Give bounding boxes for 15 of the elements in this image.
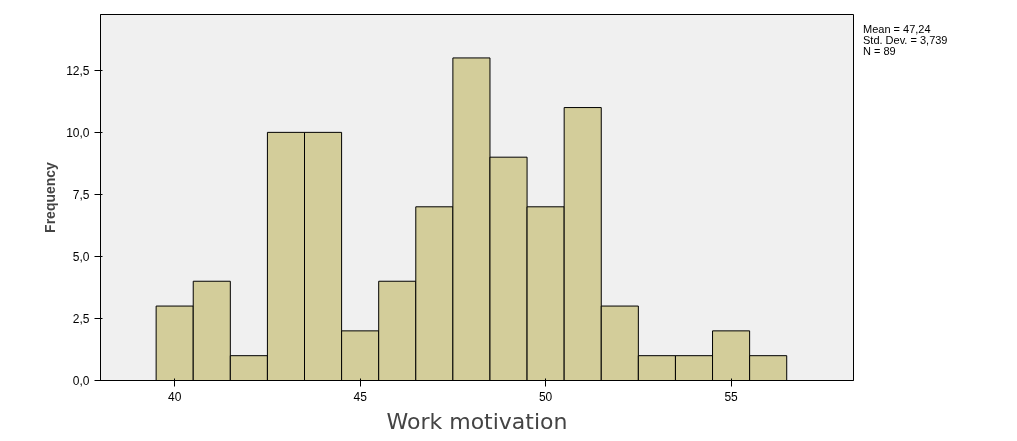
text: N = 89 [863, 45, 896, 57]
y-tick-label: 0,0 [72, 374, 90, 388]
x-axis-title: Work motivation [386, 408, 568, 434]
y-tick-label: 5,0 [72, 249, 90, 264]
x-tick-label: 40 [168, 389, 182, 404]
y-axis-title: Frequency [42, 161, 59, 233]
y-tick-label: 7,5 [72, 187, 90, 202]
text: Mean = 47,24 [863, 23, 931, 35]
x-tick-label: 45 [353, 389, 368, 404]
y-tick-label: 10,0 [66, 125, 90, 140]
x-tick-label: 55 [724, 389, 739, 404]
x-tick-label: 50 [538, 389, 553, 404]
y-tick-label: 2,5 [72, 311, 90, 326]
y-tick-label: 12,5 [66, 63, 90, 78]
text: Std. Dev. = 3,739 [863, 34, 948, 46]
